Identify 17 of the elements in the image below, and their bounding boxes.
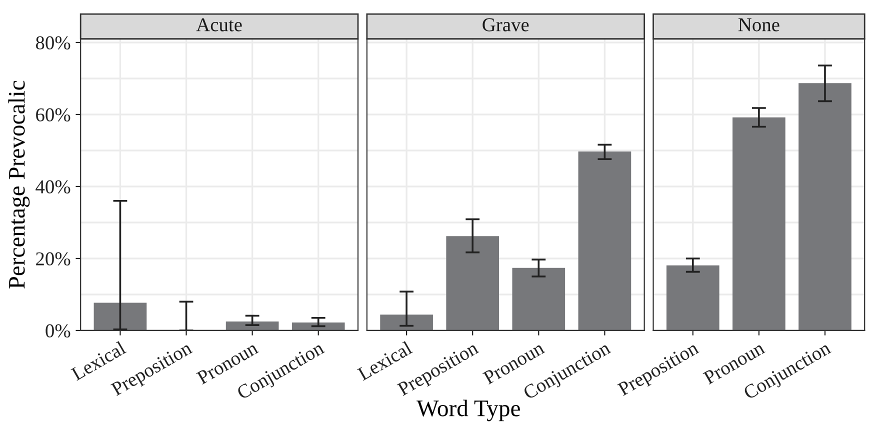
- bar: [94, 302, 147, 330]
- chart-title: Grave: [482, 18, 529, 32]
- y-tick-label: 60%: [36, 108, 70, 122]
- y-axis-title: Percentage Prevocalic: [8, 80, 30, 289]
- bar: [512, 268, 566, 330]
- chart-title: Acute: [196, 18, 242, 32]
- bar: [292, 322, 345, 330]
- y-tick-label: 0%: [46, 324, 70, 338]
- bar: [578, 152, 632, 330]
- bar: [446, 236, 500, 330]
- x-axis-title: Word Type: [416, 400, 520, 422]
- chart-title: None: [738, 18, 780, 32]
- y-tick-label: 80%: [36, 36, 70, 50]
- bar: [226, 321, 279, 330]
- y-tick-label: 40%: [36, 180, 70, 194]
- bar: [380, 314, 433, 330]
- y-tick-label: 20%: [36, 252, 70, 266]
